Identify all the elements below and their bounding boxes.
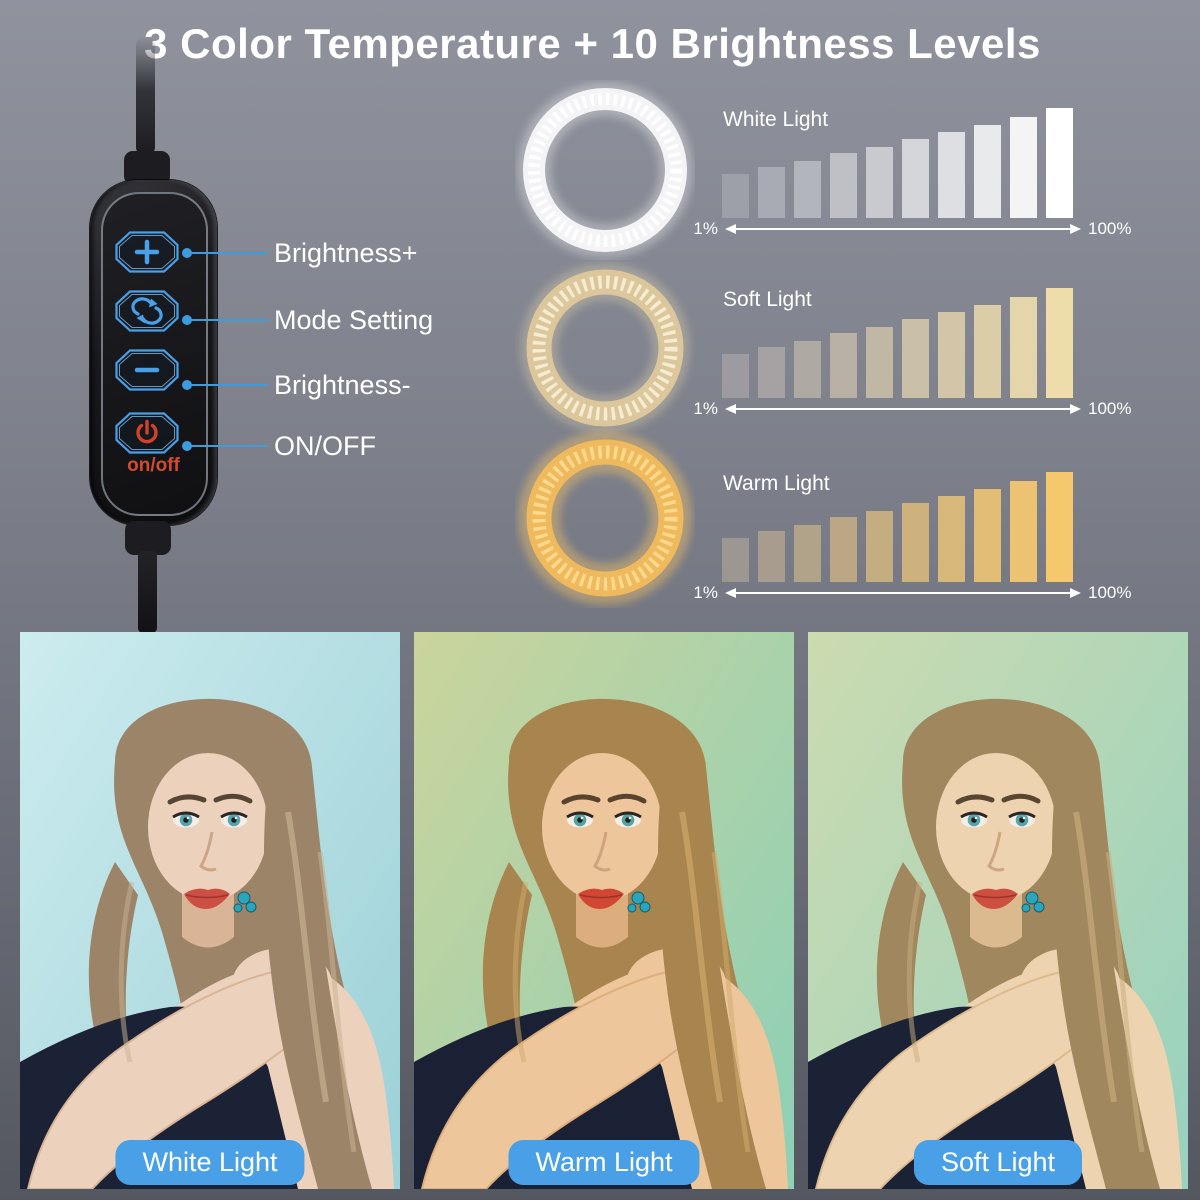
brightness-bar (1010, 296, 1037, 398)
photo-panel-white-light: White Light (20, 632, 400, 1189)
brightness-bar (938, 312, 965, 398)
brightness-bar (866, 146, 893, 218)
brightness-bar (902, 138, 929, 218)
brightness-axis: 1% 100% (690, 399, 1150, 419)
brightness-chart-warm: Warm Light 1% 100% (690, 464, 1150, 614)
onoff-caption: on/off (127, 455, 180, 476)
brightness-bar (830, 517, 857, 582)
label-brightness-plus: Brightness+ (274, 238, 418, 268)
plus-icon (115, 231, 179, 273)
axis-min-label: 1% (693, 399, 718, 418)
remote-face (101, 192, 208, 516)
brightness-minus-button (115, 349, 179, 391)
brightness-bar (758, 167, 785, 218)
woman-portrait (414, 632, 794, 1189)
brightness-bars (722, 472, 1082, 582)
brightness-bar (974, 304, 1001, 398)
axis-arrow (725, 224, 1081, 234)
minus-icon (115, 349, 179, 391)
cable-strain-relief-top (124, 151, 170, 185)
axis-min-label: 1% (693, 583, 718, 602)
brightness-bars (722, 288, 1082, 398)
brightness-bar (830, 333, 857, 398)
brightness-bar (794, 524, 821, 582)
power-icon (115, 412, 179, 454)
callout-dot (182, 441, 192, 451)
axis-max-label: 100% (1088, 583, 1132, 602)
photo-panel-warm-light: Warm Light (414, 632, 794, 1189)
callout-line (188, 384, 268, 386)
light-mode-badge: Warm Light (508, 1140, 700, 1185)
axis-max-label: 100% (1088, 219, 1132, 238)
chart-title-soft: Soft Light (723, 288, 812, 311)
label-on-off: ON/OFF (274, 431, 376, 461)
callout-dot (182, 248, 192, 258)
brightness-bar (974, 488, 1001, 582)
ring-light-soft (515, 258, 695, 438)
badge-label: White Light (142, 1147, 278, 1177)
brightness-bar (722, 538, 749, 582)
brightness-axis: 1% 100% (690, 219, 1150, 239)
brightness-bar (902, 502, 929, 582)
power-cable-bottom (138, 551, 157, 633)
axis-min-label: 1% (693, 219, 718, 238)
axis-max-label: 100% (1088, 399, 1132, 418)
brightness-bar (1046, 108, 1073, 218)
brightness-bar (902, 318, 929, 398)
power-button (115, 412, 179, 454)
chart-title-white: White Light (723, 108, 829, 131)
brightness-bar (1046, 288, 1073, 398)
light-mode-badge: White Light (115, 1140, 305, 1185)
callout-line (188, 319, 268, 321)
brightness-bar (866, 510, 893, 582)
ring-light-white (515, 80, 695, 260)
mode-setting-button (115, 290, 179, 332)
brightness-bar (1010, 480, 1037, 582)
label-brightness-minus: Brightness- (274, 370, 411, 400)
brightness-bar (866, 326, 893, 398)
brightness-plus-button (115, 231, 179, 273)
badge-label: Soft Light (940, 1147, 1056, 1177)
badge-label: Warm Light (535, 1147, 673, 1177)
brightness-bar (722, 174, 749, 218)
brightness-chart-soft: Soft Light 1% 100% (690, 280, 1150, 430)
page-title: 3 Color Temperature + 10 Brightness Leve… (144, 20, 1041, 67)
brightness-bar (1046, 472, 1073, 582)
callout-dot (182, 315, 192, 325)
light-mode-badge: Soft Light (913, 1140, 1083, 1185)
brightness-bar (938, 496, 965, 582)
brightness-chart-white: White Light 1% 100% (690, 100, 1150, 250)
brightness-axis: 1% 100% (690, 583, 1150, 603)
label-mode-setting: Mode Setting (274, 305, 434, 335)
brightness-bar (974, 124, 1001, 218)
brightness-bar (758, 531, 785, 582)
photo-panel-soft-light: Soft Light (808, 632, 1188, 1189)
brightness-bar (830, 153, 857, 218)
woman-portrait (808, 632, 1188, 1189)
ring-light-warm (515, 428, 695, 608)
woman-portrait (20, 632, 400, 1189)
power-cable-top (136, 36, 155, 156)
callout-line (188, 252, 268, 254)
callout-dot (182, 380, 192, 390)
brightness-bar (722, 354, 749, 398)
cable-strain-relief-bottom (125, 521, 171, 555)
brightness-bar (794, 340, 821, 398)
brightness-bar (794, 160, 821, 218)
cycle-icon (115, 290, 179, 332)
callout-line (188, 445, 268, 447)
brightness-bar (758, 347, 785, 398)
axis-arrow (725, 588, 1081, 598)
brightness-bar (938, 132, 965, 218)
brightness-bars (722, 108, 1082, 218)
axis-arrow (725, 404, 1081, 414)
chart-title-warm: Warm Light (723, 472, 830, 495)
brightness-bar (1010, 116, 1037, 218)
